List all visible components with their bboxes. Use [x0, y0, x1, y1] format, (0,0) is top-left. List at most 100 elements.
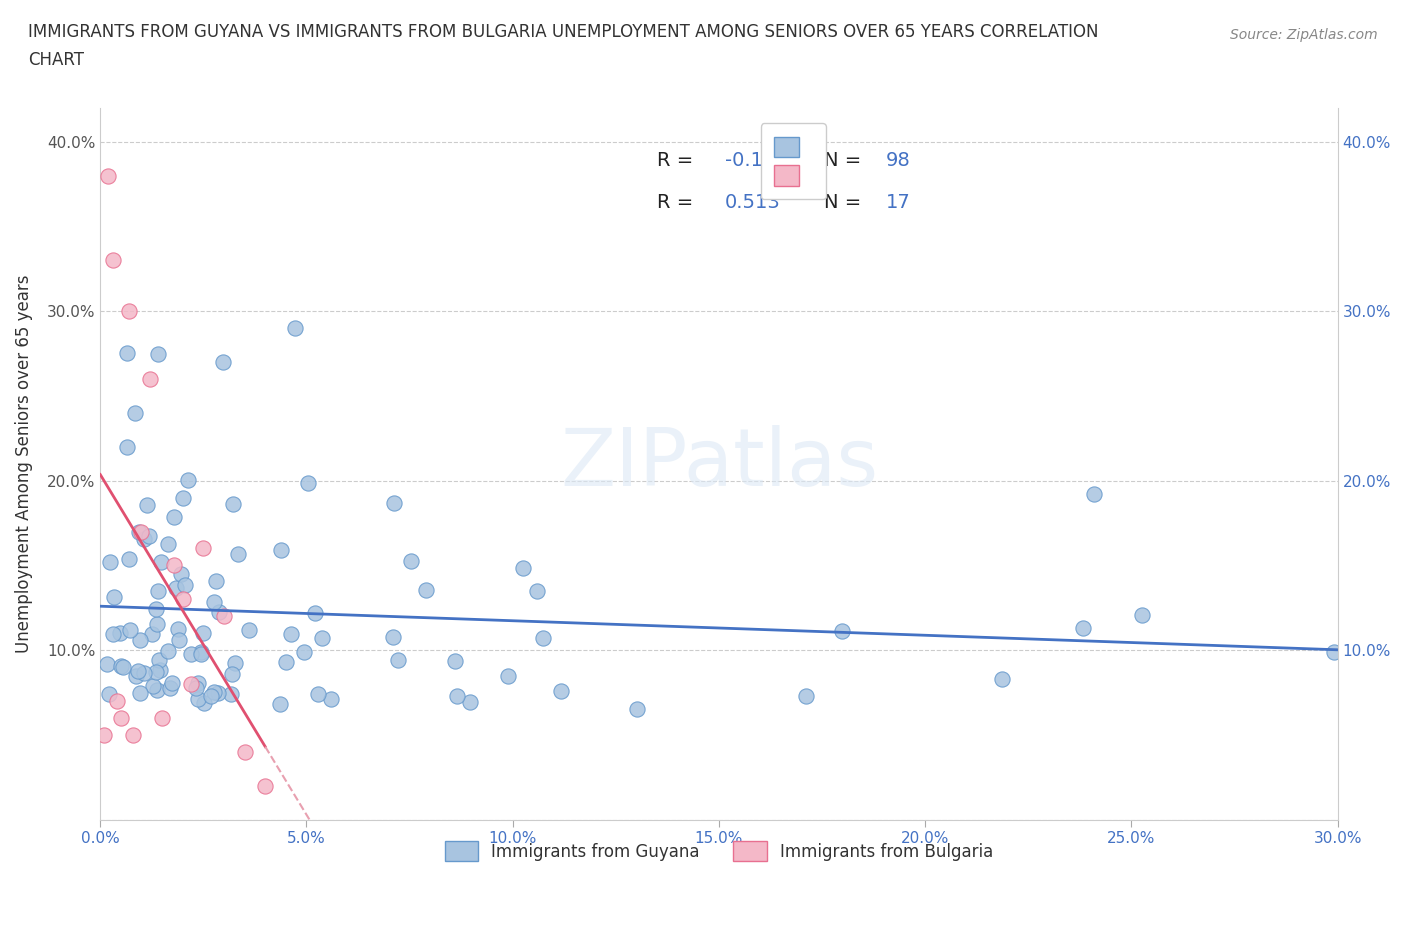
Point: [193, 541, 215, 556]
Point: [115, 346, 138, 361]
Point: [118, 551, 141, 566]
Text: 0.513: 0.513: [725, 193, 780, 212]
Point: [1323, 644, 1346, 659]
Point: [131, 525, 153, 539]
Point: [496, 669, 519, 684]
Point: [222, 497, 245, 512]
Point: [128, 686, 150, 701]
Point: [382, 496, 405, 511]
Point: [146, 347, 169, 362]
Point: [208, 604, 231, 619]
Point: [193, 696, 215, 711]
Text: CHART: CHART: [28, 51, 84, 69]
Point: [111, 659, 134, 674]
Point: [228, 547, 250, 562]
Point: [105, 694, 128, 709]
Point: [177, 473, 200, 488]
Point: [108, 626, 131, 641]
Point: [101, 627, 124, 642]
Point: [145, 665, 167, 680]
Point: [150, 711, 173, 725]
Point: [531, 631, 554, 645]
Point: [399, 554, 422, 569]
Point: [135, 498, 157, 512]
Point: [174, 578, 197, 592]
Point: [127, 663, 149, 678]
Point: [156, 537, 179, 551]
Text: IMMIGRANTS FROM GUYANA VS IMMIGRANTS FROM BULGARIA UNEMPLOYMENT AMONG SENIORS OV: IMMIGRANTS FROM GUYANA VS IMMIGRANTS FRO…: [28, 23, 1098, 41]
Point: [200, 688, 222, 703]
Point: [172, 591, 194, 606]
Point: [991, 671, 1014, 686]
Point: [125, 669, 148, 684]
Point: [415, 582, 437, 597]
Point: [238, 622, 260, 637]
Point: [93, 727, 115, 742]
Point: [187, 676, 209, 691]
Point: [124, 405, 146, 420]
Point: [284, 321, 307, 336]
Point: [269, 697, 291, 711]
Text: R =: R =: [657, 193, 700, 212]
Point: [172, 490, 194, 505]
Point: [458, 694, 481, 709]
Point: [202, 595, 225, 610]
Point: [207, 686, 229, 701]
Point: [280, 627, 302, 642]
Point: [110, 711, 132, 725]
Y-axis label: Unemployment Among Seniors over 65 years: Unemployment Among Seniors over 65 years: [15, 274, 32, 653]
Point: [110, 659, 132, 674]
Point: [297, 475, 319, 490]
Point: [1083, 486, 1105, 501]
Point: [132, 666, 155, 681]
Point: [163, 558, 186, 573]
Point: [1130, 607, 1153, 622]
Point: [142, 679, 165, 694]
Legend: Immigrants from Guyana, Immigrants from Bulgaria: Immigrants from Guyana, Immigrants from …: [439, 834, 1000, 868]
Point: [626, 702, 648, 717]
Point: [98, 686, 121, 701]
Point: [118, 623, 141, 638]
Point: [512, 561, 534, 576]
Point: [180, 646, 202, 661]
Point: [831, 623, 853, 638]
Point: [128, 525, 150, 539]
Point: [233, 744, 256, 759]
Point: [118, 304, 141, 319]
Point: [190, 646, 212, 661]
Point: [187, 691, 209, 706]
Point: [103, 590, 125, 604]
Point: [159, 680, 181, 695]
Point: [165, 580, 187, 595]
Point: [139, 372, 162, 387]
Point: [98, 554, 121, 569]
Point: [794, 688, 817, 703]
Text: N =: N =: [824, 151, 868, 169]
Point: [550, 684, 572, 698]
Point: [221, 686, 243, 701]
Point: [122, 727, 145, 742]
Point: [163, 510, 186, 525]
Point: [212, 609, 235, 624]
Point: [157, 644, 180, 658]
Point: [180, 676, 202, 691]
Point: [254, 778, 277, 793]
Text: R =: R =: [657, 151, 700, 169]
Point: [167, 632, 190, 647]
Point: [270, 542, 292, 557]
Point: [446, 688, 468, 703]
Point: [444, 654, 467, 669]
Point: [1071, 620, 1094, 635]
Point: [145, 602, 167, 617]
Point: [190, 644, 212, 659]
Point: [221, 667, 243, 682]
Text: Source: ZipAtlas.com: Source: ZipAtlas.com: [1230, 28, 1378, 42]
Text: 17: 17: [886, 193, 911, 212]
Point: [150, 555, 173, 570]
Point: [148, 583, 170, 598]
Point: [212, 354, 235, 369]
Point: [307, 687, 329, 702]
Point: [138, 528, 160, 543]
Point: [170, 566, 193, 581]
Point: [115, 439, 138, 454]
